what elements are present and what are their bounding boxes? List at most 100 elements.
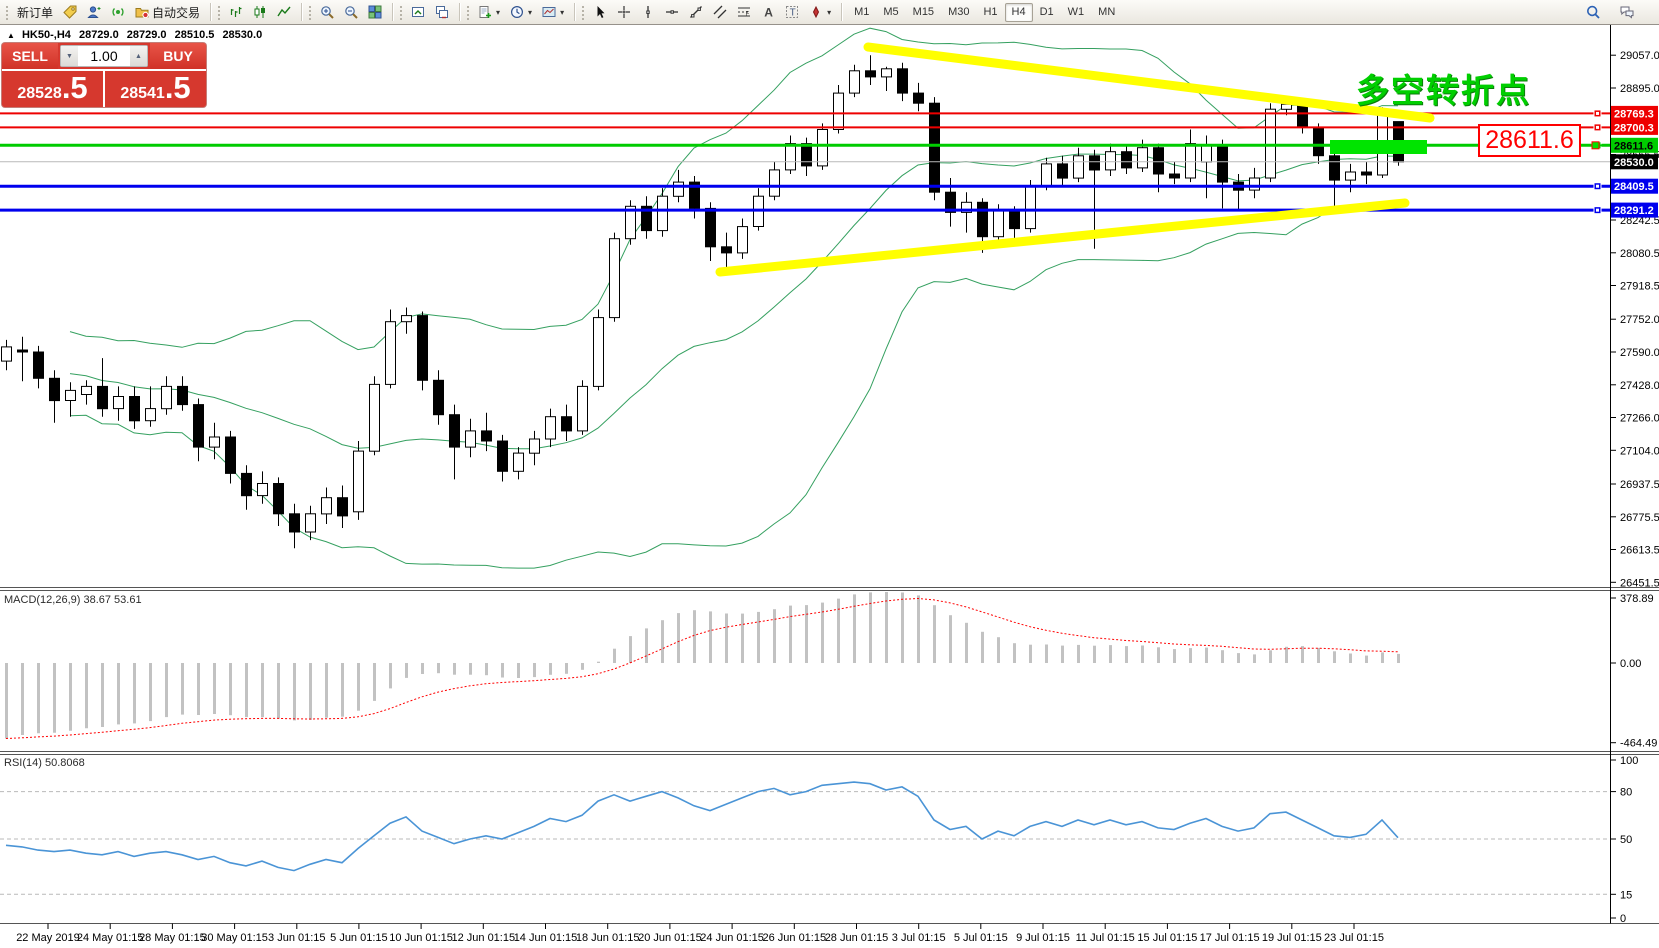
channel-icon [713,5,727,19]
timeframe-d1[interactable]: D1 [1033,3,1061,22]
candles-layer[interactable] [1,55,1404,549]
zoom-out-button[interactable] [339,2,363,22]
arrange-windows-button[interactable] [406,2,430,22]
time-tick-label: 9 Jul 01:15 [1016,932,1070,944]
vertical-line-button[interactable] [636,2,660,22]
candle-body [113,396,124,410]
price-axis[interactable]: 29057.028895.028566.528242.528080.527918… [1610,50,1659,925]
fibonacci-button[interactable]: F [732,2,756,22]
toolbar-grip [399,4,404,20]
axis-line-label: 28611.6 [1614,140,1653,152]
axis-line-label-bg [1611,105,1658,121]
arrows-icon [809,5,823,19]
cursor-icon [593,5,607,19]
volume-input[interactable] [78,46,130,66]
candle-body [81,385,92,395]
candle-body [785,143,796,171]
toolbar-separator [574,3,576,21]
timeframe-m15[interactable]: M15 [906,3,941,22]
sell-price-pips: .5 [61,70,88,105]
candle-body [673,181,684,197]
rsi-panel[interactable] [0,781,1610,895]
chevron-down-icon: ▾ [827,7,832,17]
price-tick-label: 29057.0 [1620,50,1659,62]
horizontal-line-button[interactable] [660,2,684,22]
text-label-button[interactable]: T [780,2,804,22]
crosshair-button[interactable] [612,2,636,22]
sell-button[interactable]: SELL [2,43,58,69]
text-button[interactable]: A [756,2,780,22]
axis-line-label-bg [1611,178,1658,194]
timeframe-mn[interactable]: MN [1091,3,1122,22]
price-callout-box[interactable]: 28611.6 [1478,124,1581,157]
price-tick-label: 26451.5 [1620,577,1659,589]
candle-body [705,207,716,248]
community-button[interactable] [82,2,106,22]
time-tick-label: 23 Jul 01:15 [1324,932,1384,944]
candle-body [721,246,732,254]
candlestick-chart-button[interactable] [248,2,272,22]
line-anchor-marker-center [1596,111,1599,115]
search-button[interactable] [1581,2,1605,22]
cascade-windows-button[interactable] [430,2,454,22]
arrows-button[interactable]: ▾ [804,2,836,22]
zoomin-icon [320,5,334,19]
sell-price[interactable]: 28528.5 [2,71,105,107]
rsi-line [5,781,1399,872]
candle-body [241,472,252,497]
turning-point-annotation[interactable]: 多空转折点 [1356,72,1531,109]
alerts-button[interactable] [58,2,82,22]
timeframe-h1[interactable]: H1 [976,3,1004,22]
indicators-button[interactable]: ▾ [473,2,505,22]
trendline-upper[interactable] [863,42,1435,123]
toolbar-grip [308,4,313,20]
candle-body [337,497,348,517]
rsi-tick-label: 80 [1620,787,1632,799]
bar-chart-button[interactable] [224,2,248,22]
candle-body [65,389,76,401]
toolbar-grip [466,4,471,20]
channel-button[interactable] [708,2,732,22]
time-tick-label: 30 May 01:15 [201,932,268,944]
axis-line-label-bg [1611,154,1658,170]
timeframe-w1[interactable]: W1 [1061,3,1092,22]
timeframe-m30[interactable]: M30 [941,3,976,22]
timeframe-m5[interactable]: M5 [876,3,905,22]
volume-increase-button[interactable]: ▲ [130,46,147,66]
zoom-in-button[interactable] [315,2,339,22]
candle-body [961,201,972,213]
main-chart-panel[interactable] [0,27,1610,569]
zoomout-icon [344,5,358,19]
signals-button[interactable] [106,2,130,22]
candle-body [225,436,236,474]
trendline-lower[interactable] [715,198,1410,277]
collapse-icon[interactable]: ▲ [7,31,15,40]
macd-panel[interactable] [5,591,1400,739]
candle-body [1361,171,1372,176]
candle-body [433,379,444,416]
magnifier-icon [1586,5,1600,19]
new-order-button[interactable]: 新订单 [12,2,58,22]
rsi-tick-label: 100 [1620,755,1638,767]
templates-button[interactable]: ▾ [537,2,569,22]
cursor-button[interactable] [588,2,612,22]
volume-decrease-button[interactable]: ▼ [61,46,78,66]
timeframe-m1[interactable]: M1 [847,3,876,22]
buy-button[interactable]: BUY [150,43,206,69]
buy-price[interactable]: 28541.5 [105,71,206,107]
time-tick-label: 17 Jul 01:15 [1200,932,1260,944]
candle-body [1041,163,1052,187]
trendline-button[interactable] [684,2,708,22]
timeframe-h4[interactable]: H4 [1004,2,1033,22]
highlight-rectangle[interactable] [1330,140,1427,154]
time-tick-label: 28 May 01:15 [139,932,206,944]
periods-button[interactable]: ▾ [505,2,537,22]
chat-button[interactable] [1615,2,1639,22]
line-chart-button[interactable] [272,2,296,22]
tile-windows-button[interactable] [363,2,387,22]
auto-trading-button[interactable]: 自动交易 [130,2,205,22]
line-anchor-marker-center [1596,184,1599,188]
candle-body [657,195,668,232]
